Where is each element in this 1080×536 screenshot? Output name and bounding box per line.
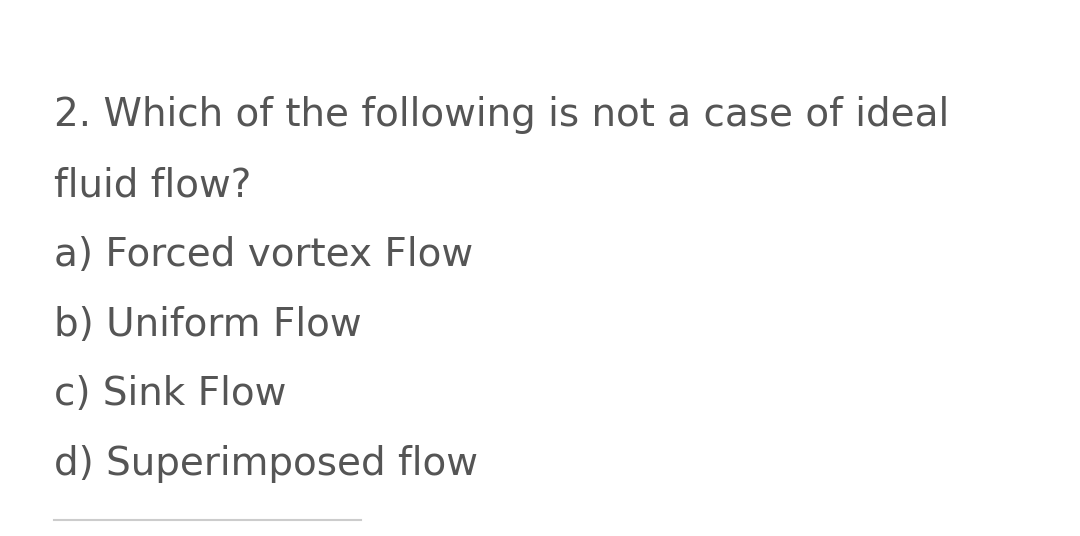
Text: b) Uniform Flow: b) Uniform Flow [54,306,362,344]
Text: 2. Which of the following is not a case of ideal: 2. Which of the following is not a case … [54,96,949,135]
Text: fluid flow?: fluid flow? [54,166,251,204]
Text: c) Sink Flow: c) Sink Flow [54,375,286,413]
Text: a) Forced vortex Flow: a) Forced vortex Flow [54,236,473,274]
Text: d) Superimposed flow: d) Superimposed flow [54,445,477,483]
